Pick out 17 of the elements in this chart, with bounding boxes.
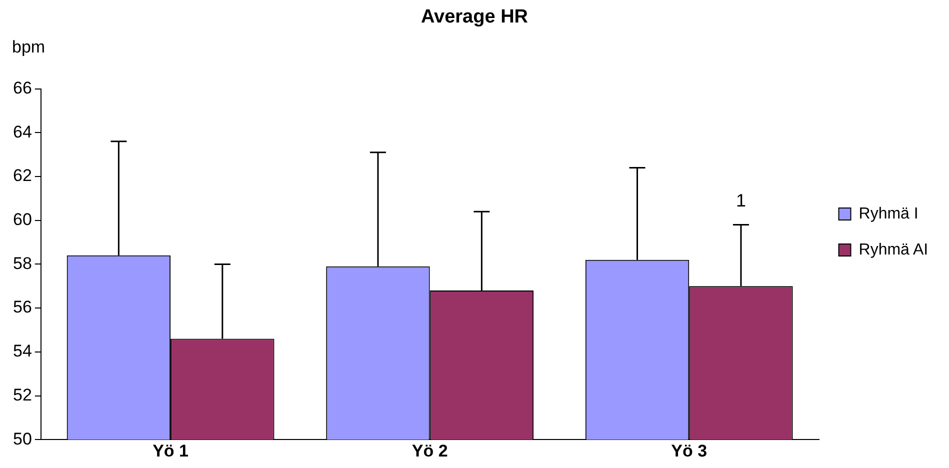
legend-label: Ryhmä I (858, 205, 918, 222)
y-tick-label: 56 (12, 298, 32, 317)
y-tick-label: 66 (12, 78, 32, 98)
x-tick-label: Yö 3 (671, 441, 708, 460)
annotation: 1 (736, 190, 746, 211)
y-tick-label: 50 (12, 429, 32, 448)
y-tick-label: 54 (12, 342, 32, 361)
y-tick-label: 58 (12, 254, 32, 273)
chart-title: Average HR (420, 6, 528, 28)
y-axis-title: bpm (12, 38, 46, 57)
y-tick-label: 62 (12, 166, 32, 186)
x-tick-label: Yö 2 (412, 441, 448, 460)
y-tick-label: 60 (12, 210, 32, 230)
x-tick-label: Yö 1 (152, 441, 189, 460)
y-tick-label: 64 (12, 122, 32, 142)
legend-label: Ryhmä AI (858, 241, 928, 258)
y-tick-label: 52 (12, 385, 32, 404)
